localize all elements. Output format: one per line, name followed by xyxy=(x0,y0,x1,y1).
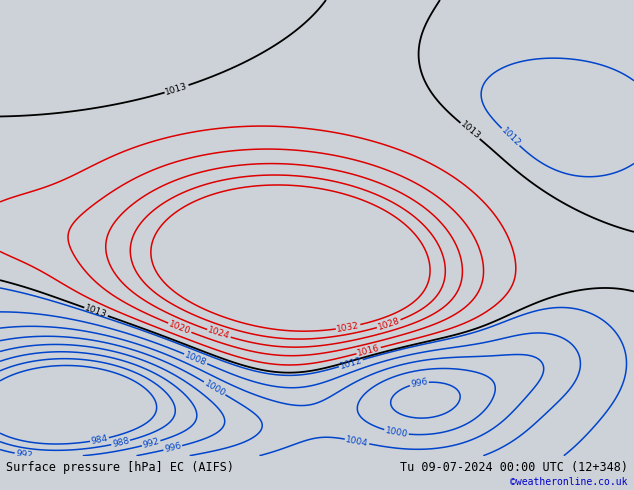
Text: 1032: 1032 xyxy=(336,320,360,334)
Text: 1012: 1012 xyxy=(499,126,522,148)
Text: 1012: 1012 xyxy=(339,356,363,371)
Text: 1000: 1000 xyxy=(384,426,408,439)
Text: 1004: 1004 xyxy=(345,435,369,448)
Text: ©weatheronline.co.uk: ©weatheronline.co.uk xyxy=(510,477,628,487)
Text: 1028: 1028 xyxy=(377,316,401,332)
Text: Surface pressure [hPa] EC (AIFS): Surface pressure [hPa] EC (AIFS) xyxy=(6,461,235,474)
Text: 984: 984 xyxy=(90,434,109,446)
Text: Tu 09-07-2024 00:00 UTC (12+348): Tu 09-07-2024 00:00 UTC (12+348) xyxy=(399,461,628,474)
Text: 1013: 1013 xyxy=(164,81,189,97)
Text: 1000: 1000 xyxy=(202,379,227,398)
Text: 1008: 1008 xyxy=(183,350,208,368)
Text: 1016: 1016 xyxy=(356,343,381,358)
Text: 992: 992 xyxy=(15,449,33,460)
Text: 1024: 1024 xyxy=(207,326,231,342)
Text: 1013: 1013 xyxy=(458,120,482,142)
Text: 1013: 1013 xyxy=(84,304,108,320)
Text: 1020: 1020 xyxy=(167,319,192,336)
Text: 988: 988 xyxy=(112,436,130,449)
Text: 996: 996 xyxy=(164,441,182,454)
Text: 992: 992 xyxy=(142,437,160,450)
Text: 996: 996 xyxy=(410,377,429,389)
